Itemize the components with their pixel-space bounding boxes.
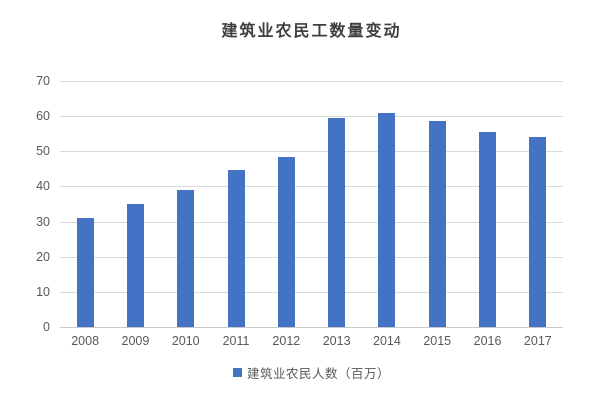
x-tick-label: 2008 bbox=[71, 334, 100, 348]
x-tick-label: 2013 bbox=[322, 334, 351, 348]
bar-2010 bbox=[177, 189, 195, 327]
chart-title: 建筑业农民工数量变动 bbox=[221, 23, 402, 40]
bar-2011 bbox=[227, 169, 245, 327]
bar-2016 bbox=[479, 131, 497, 327]
x-tick-label: 2010 bbox=[171, 334, 200, 348]
gridline bbox=[60, 151, 563, 153]
y-tick-label: 50 bbox=[36, 144, 50, 159]
y-tick-label: 20 bbox=[36, 249, 50, 264]
bar-2015 bbox=[428, 121, 446, 327]
legend-label: 建筑业农民人数（百万） bbox=[246, 367, 390, 381]
x-tick-label: 2015 bbox=[423, 334, 452, 348]
bar-2009 bbox=[126, 204, 144, 327]
x-axis-labels: 2008 2009 2010 2011 2012 2013 2014 2015 2016 2017 bbox=[60, 334, 563, 352]
x-tick-label: 2017 bbox=[523, 334, 552, 348]
x-tick-label: 2009 bbox=[121, 334, 150, 348]
bar-2012 bbox=[277, 156, 295, 327]
y-tick-label: 40 bbox=[36, 179, 50, 194]
x-tick-label: 2012 bbox=[272, 334, 301, 348]
bar-2013 bbox=[328, 117, 346, 327]
y-tick-label: 30 bbox=[36, 214, 50, 229]
y-tick-label: 60 bbox=[36, 109, 50, 124]
bar-2014 bbox=[378, 112, 396, 327]
legend: 建筑业农民人数（百万） bbox=[60, 363, 563, 382]
x-tick-label: 2011 bbox=[222, 334, 250, 348]
y-tick-label: 70 bbox=[36, 74, 50, 88]
gridline bbox=[60, 186, 563, 188]
gridline bbox=[60, 81, 563, 82]
gridline bbox=[60, 256, 563, 258]
y-tick-label: 0 bbox=[43, 320, 50, 334]
plot-area bbox=[60, 81, 563, 328]
gridline bbox=[60, 116, 563, 118]
x-tick-label: 2014 bbox=[373, 334, 401, 348]
gridline bbox=[60, 291, 563, 293]
bar-2017 bbox=[529, 137, 547, 327]
x-tick-label: 2016 bbox=[473, 334, 502, 348]
y-tick-label: 10 bbox=[36, 284, 50, 299]
bar-2008 bbox=[76, 218, 94, 327]
legend-marker-square bbox=[232, 368, 242, 377]
gridline bbox=[60, 221, 563, 223]
